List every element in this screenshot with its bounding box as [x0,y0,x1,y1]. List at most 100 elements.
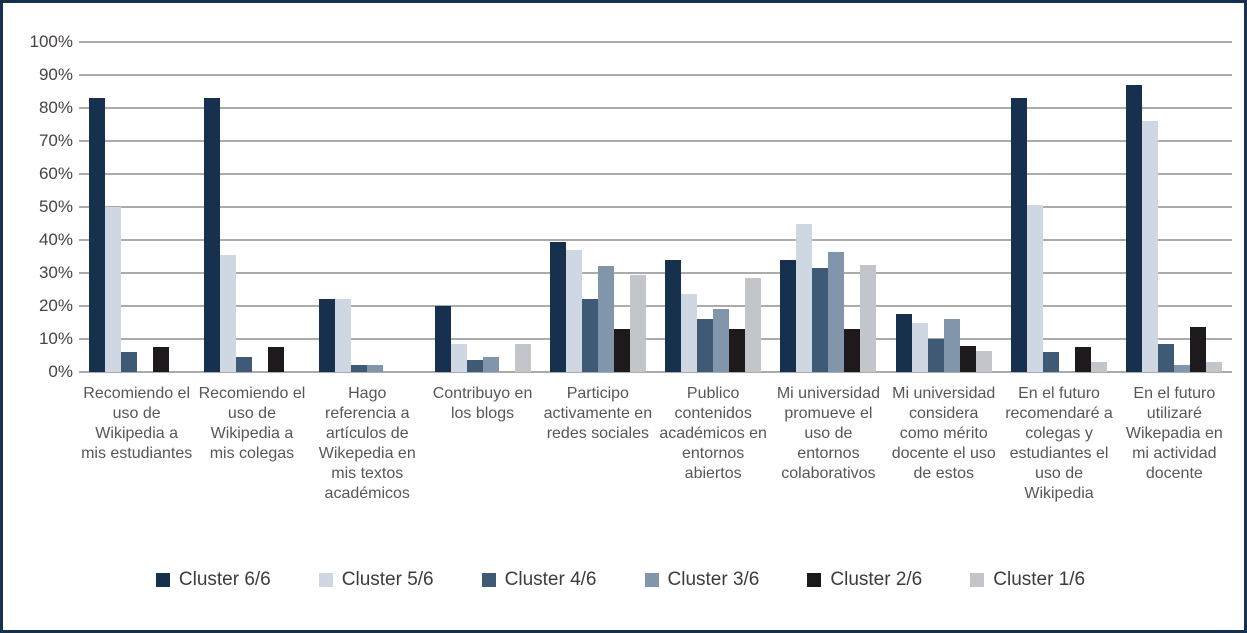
legend-swatch-icon [970,573,985,587]
bar [796,223,813,372]
gridline [79,305,1232,307]
bar-slot [549,42,566,372]
gridline [79,41,1232,43]
gridline [79,140,1232,142]
bar [629,274,646,372]
bar-slot [1091,42,1108,372]
y-axis: 100% 90% 80% 70% 60% 50% 40% 30% 20% 10% 0% [3,33,79,381]
bar-slot [1075,42,1092,372]
legend-label: Cluster 3/6 [667,569,760,590]
gridline [79,239,1232,241]
bar [1027,205,1044,372]
bar-slot [796,42,813,372]
bar [681,294,698,372]
bar-slot [828,42,845,372]
bar-slot [844,42,861,372]
bar [319,299,336,372]
bar-groups [79,42,1232,372]
bar-group [1117,42,1232,372]
bar [152,347,169,372]
bar-slot [137,42,153,372]
bar-slot [895,42,912,372]
bar-slot [1174,42,1191,372]
bar-slot [729,42,746,372]
bar-group [310,42,425,372]
bar [745,277,762,372]
bar [120,352,137,372]
x-axis-category-label: Recomiendo el uso de Wikipedia a mis est… [81,385,193,462]
bar-slot [499,42,515,372]
bar-slot [1142,42,1159,372]
bar-slot [399,42,415,372]
bar-group [425,42,540,372]
bar-slot [120,42,137,372]
bar [466,360,483,372]
x-axis-category-label: En el futuro utilizaré Wikepadia en mi a… [1125,385,1223,482]
x-axis-category-label: Mi universidad promueve el uso de entorn… [776,385,880,482]
bar [450,343,467,372]
bar [812,268,829,372]
bar [104,207,121,372]
x-axis-category-label: Recomiendo el uso de Wikipedia a mis col… [198,385,306,462]
legend-swatch-icon [155,573,170,587]
bar-slot [812,42,829,372]
legend-label: Cluster 2/6 [830,569,923,590]
legend-item: Cluster 3/6 [644,569,760,591]
bar-slot [597,42,614,372]
bar [88,98,105,372]
legend-item: Cluster 2/6 [807,569,922,591]
legend-item: Cluster 5/6 [318,569,434,591]
bar-slot [235,42,252,372]
bar [219,254,236,372]
x-axis-category-label: En el futuro recomendaré a colegas y est… [1005,385,1113,502]
bar-slot [351,42,368,372]
bar [844,329,861,372]
x-axis-labels: Recomiendo el uso de Wikipedia a mis est… [79,384,1232,504]
bar-slot [629,42,646,372]
bar [514,343,531,372]
bar-slot [1158,42,1175,372]
bar [895,314,912,372]
bar-slot [466,42,483,372]
gridline [79,371,1232,373]
bar-group [540,42,655,372]
y-axis-tick-label: 80% [38,98,73,117]
y-axis-tick-label: 0% [48,362,73,381]
bar-slot [780,42,797,372]
bar-slot [319,42,336,372]
bar-slot [152,42,169,372]
bar [1011,98,1028,372]
legend-item: Cluster 6/6 [155,569,271,591]
bar [1142,121,1159,372]
bar [943,319,960,372]
bar [665,259,682,372]
bar [729,329,746,372]
legend-item: Cluster 1/6 [970,569,1085,591]
legend: Cluster 6/6 Cluster 5/6 Cluster 4/6 Cluster… [6,569,1235,591]
bar [828,251,845,372]
bar [1174,365,1191,372]
bar-slot [267,42,284,372]
gridline [79,272,1232,274]
bar [351,365,368,372]
bar-slot [681,42,698,372]
bar-slot [581,42,598,372]
bar-slot [383,42,399,372]
bar-group [194,42,309,372]
y-axis-tick-label: 70% [38,131,73,150]
bar [367,365,384,372]
bar-slot [367,42,384,372]
bar-slot [745,42,762,372]
legend-swatch-icon [318,573,333,587]
bar [1043,352,1060,372]
bar [911,322,928,372]
bar [1126,84,1143,372]
bar-group [79,42,194,372]
bar [1075,347,1092,372]
bar-slot [565,42,582,372]
bar-group [1001,42,1116,372]
bar [482,357,499,372]
y-axis-tick-label: 30% [38,263,73,282]
bar-slot [434,42,451,372]
